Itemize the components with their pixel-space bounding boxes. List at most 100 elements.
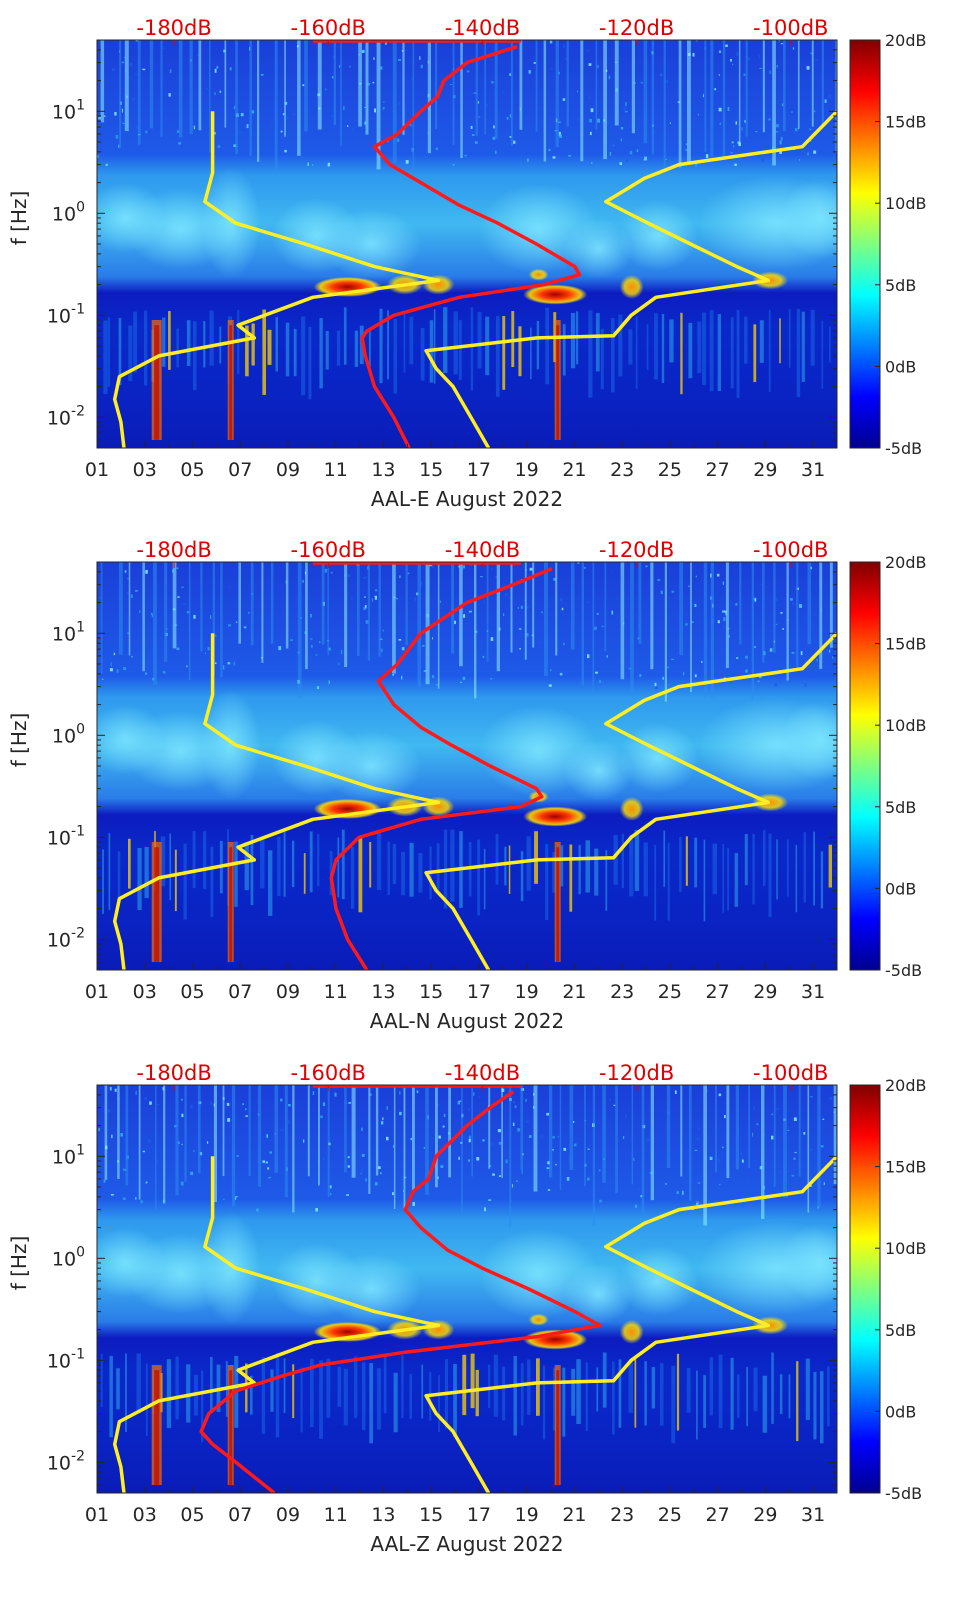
x-tick-label: 23 (610, 1504, 634, 1526)
x-tick-label: 01 (85, 459, 109, 481)
x-tick-label: 17 (467, 1504, 491, 1526)
spectrogram-panel-2: 10-2 10-1 100 101 01 03 05 07 09 11 13 15 17 19 21 23 25… (7, 538, 927, 1033)
colorbar-tick-label: 0dB (885, 357, 916, 376)
y-tick-label: 10-2 (47, 1448, 85, 1474)
colorbar: 20dB 15dB 10dB 5dB 0dB -5dB (849, 1076, 927, 1503)
x-tick-label: 03 (133, 1504, 157, 1526)
x-tick-label: 27 (706, 1504, 730, 1526)
colorbar-tick-label: 10dB (885, 194, 927, 213)
colorbar-tick-label: 5dB (885, 276, 916, 295)
top-axis-tick-label: -180dB (136, 1061, 211, 1085)
top-axis-tick-label: -160dB (291, 16, 366, 40)
x-tick-label: 15 (419, 981, 443, 1003)
colorbar-tick-label: 15dB (885, 635, 927, 654)
x-tick-label: 09 (276, 1504, 300, 1526)
colorbar-tick-label: 20dB (885, 31, 927, 50)
x-tick-label: 11 (324, 459, 348, 481)
y-axis-label: f [Hz] (7, 1236, 31, 1291)
x-tick-label: 07 (228, 459, 252, 481)
x-tick-label: 15 (419, 459, 443, 481)
y-tick-label: 100 (52, 199, 85, 225)
x-tick-label: 17 (467, 459, 491, 481)
x-tick-label: 05 (180, 1504, 204, 1526)
overlay-line-3 (199, 1090, 602, 1493)
x-axis-label: AAL-Z August 2022 (370, 1532, 563, 1556)
top-axis-tick-label: -100dB (753, 16, 828, 40)
x-tick-label: 01 (85, 1504, 109, 1526)
x-tick-label: 23 (610, 459, 634, 481)
overlay-line-3 (329, 567, 553, 970)
spectrogram-image (97, 1085, 837, 1493)
overlay-line-2 (424, 110, 837, 448)
x-tick-label: 05 (180, 459, 204, 481)
top-axis-tick-label: -120dB (599, 16, 674, 40)
top-axis-tick-label: -140dB (445, 538, 520, 562)
top-axis-tick-label: -140dB (445, 1061, 520, 1085)
x-tick-label: 11 (324, 981, 348, 1003)
x-tick-label: 29 (753, 981, 777, 1003)
y-tick-label: 10-1 (47, 1346, 85, 1372)
colorbar-tick-label: -5dB (885, 961, 922, 980)
colorbar-tick-label: 15dB (885, 1158, 927, 1177)
x-tick-label: 21 (562, 1504, 586, 1526)
colorbar-tick-label: 5dB (885, 798, 916, 817)
x-tick-label: 29 (753, 459, 777, 481)
x-axis-label: AAL-E August 2022 (371, 487, 563, 511)
colorbar-tick-label: 20dB (885, 553, 927, 572)
x-tick-label: 19 (515, 459, 539, 481)
y-tick-label: 10-2 (47, 925, 85, 951)
y-tick-label: 101 (52, 619, 85, 645)
y-tick-label: 101 (52, 1142, 85, 1168)
x-tick-label: 03 (133, 981, 157, 1003)
x-tick-label: 13 (371, 1504, 395, 1526)
top-axis-tick-label: -180dB (136, 538, 211, 562)
x-tick-label: 27 (706, 981, 730, 1003)
x-tick-label: 27 (706, 459, 730, 481)
y-tick-label: 101 (52, 97, 85, 123)
y-tick-label: 10-1 (47, 301, 85, 327)
x-tick-label: 21 (562, 981, 586, 1003)
x-tick-label: 05 (180, 981, 204, 1003)
top-axis-tick-label: -140dB (445, 16, 520, 40)
overlay-line-1 (112, 633, 441, 970)
overlay-line-3 (360, 45, 582, 448)
y-tick-label: 10-1 (47, 823, 85, 849)
colorbar-tick-label: 10dB (885, 716, 927, 735)
x-tick-label: 25 (658, 459, 682, 481)
x-tick-label: 09 (276, 981, 300, 1003)
top-axis-tick-label: -180dB (136, 16, 211, 40)
x-tick-label: 07 (228, 981, 252, 1003)
x-tick-label: 15 (419, 1504, 443, 1526)
x-tick-label: 25 (658, 1504, 682, 1526)
colorbar-tick-label: 0dB (885, 1402, 916, 1421)
x-tick-label: 07 (228, 1504, 252, 1526)
x-tick-label: 21 (562, 459, 586, 481)
x-tick-label: 11 (324, 1504, 348, 1526)
colorbar-tick-label: 15dB (885, 113, 927, 132)
colorbar-tick-label: 5dB (885, 1321, 916, 1340)
overlay-line-1 (112, 1156, 441, 1493)
top-axis-tick-label: -100dB (753, 538, 828, 562)
top-axis-tick-label: -100dB (753, 1061, 828, 1085)
x-axis-label: AAL-N August 2022 (370, 1009, 565, 1033)
top-axis-tick-label: -160dB (291, 538, 366, 562)
spectrogram-image (97, 562, 837, 970)
overlay-line-1 (112, 111, 441, 448)
colorbar-tick-label: 10dB (885, 1239, 927, 1258)
top-axis-tick-label: -160dB (291, 1061, 366, 1085)
x-tick-label: 13 (371, 981, 395, 1003)
colorbar-tick-label: -5dB (885, 1484, 922, 1503)
y-axis-label: f [Hz] (7, 191, 31, 246)
x-tick-label: 31 (801, 459, 825, 481)
x-tick-label: 03 (133, 459, 157, 481)
x-tick-label: 13 (371, 459, 395, 481)
y-axis-label: f [Hz] (7, 713, 31, 768)
x-tick-label: 31 (801, 1504, 825, 1526)
y-tick-label: 100 (52, 721, 85, 747)
x-tick-label: 17 (467, 981, 491, 1003)
colorbar: 20dB 15dB 10dB 5dB 0dB -5dB (849, 31, 927, 458)
colorbar-tick-label: 20dB (885, 1076, 927, 1095)
x-tick-label: 01 (85, 981, 109, 1003)
colorbar: 20dB 15dB 10dB 5dB 0dB -5dB (849, 553, 927, 980)
